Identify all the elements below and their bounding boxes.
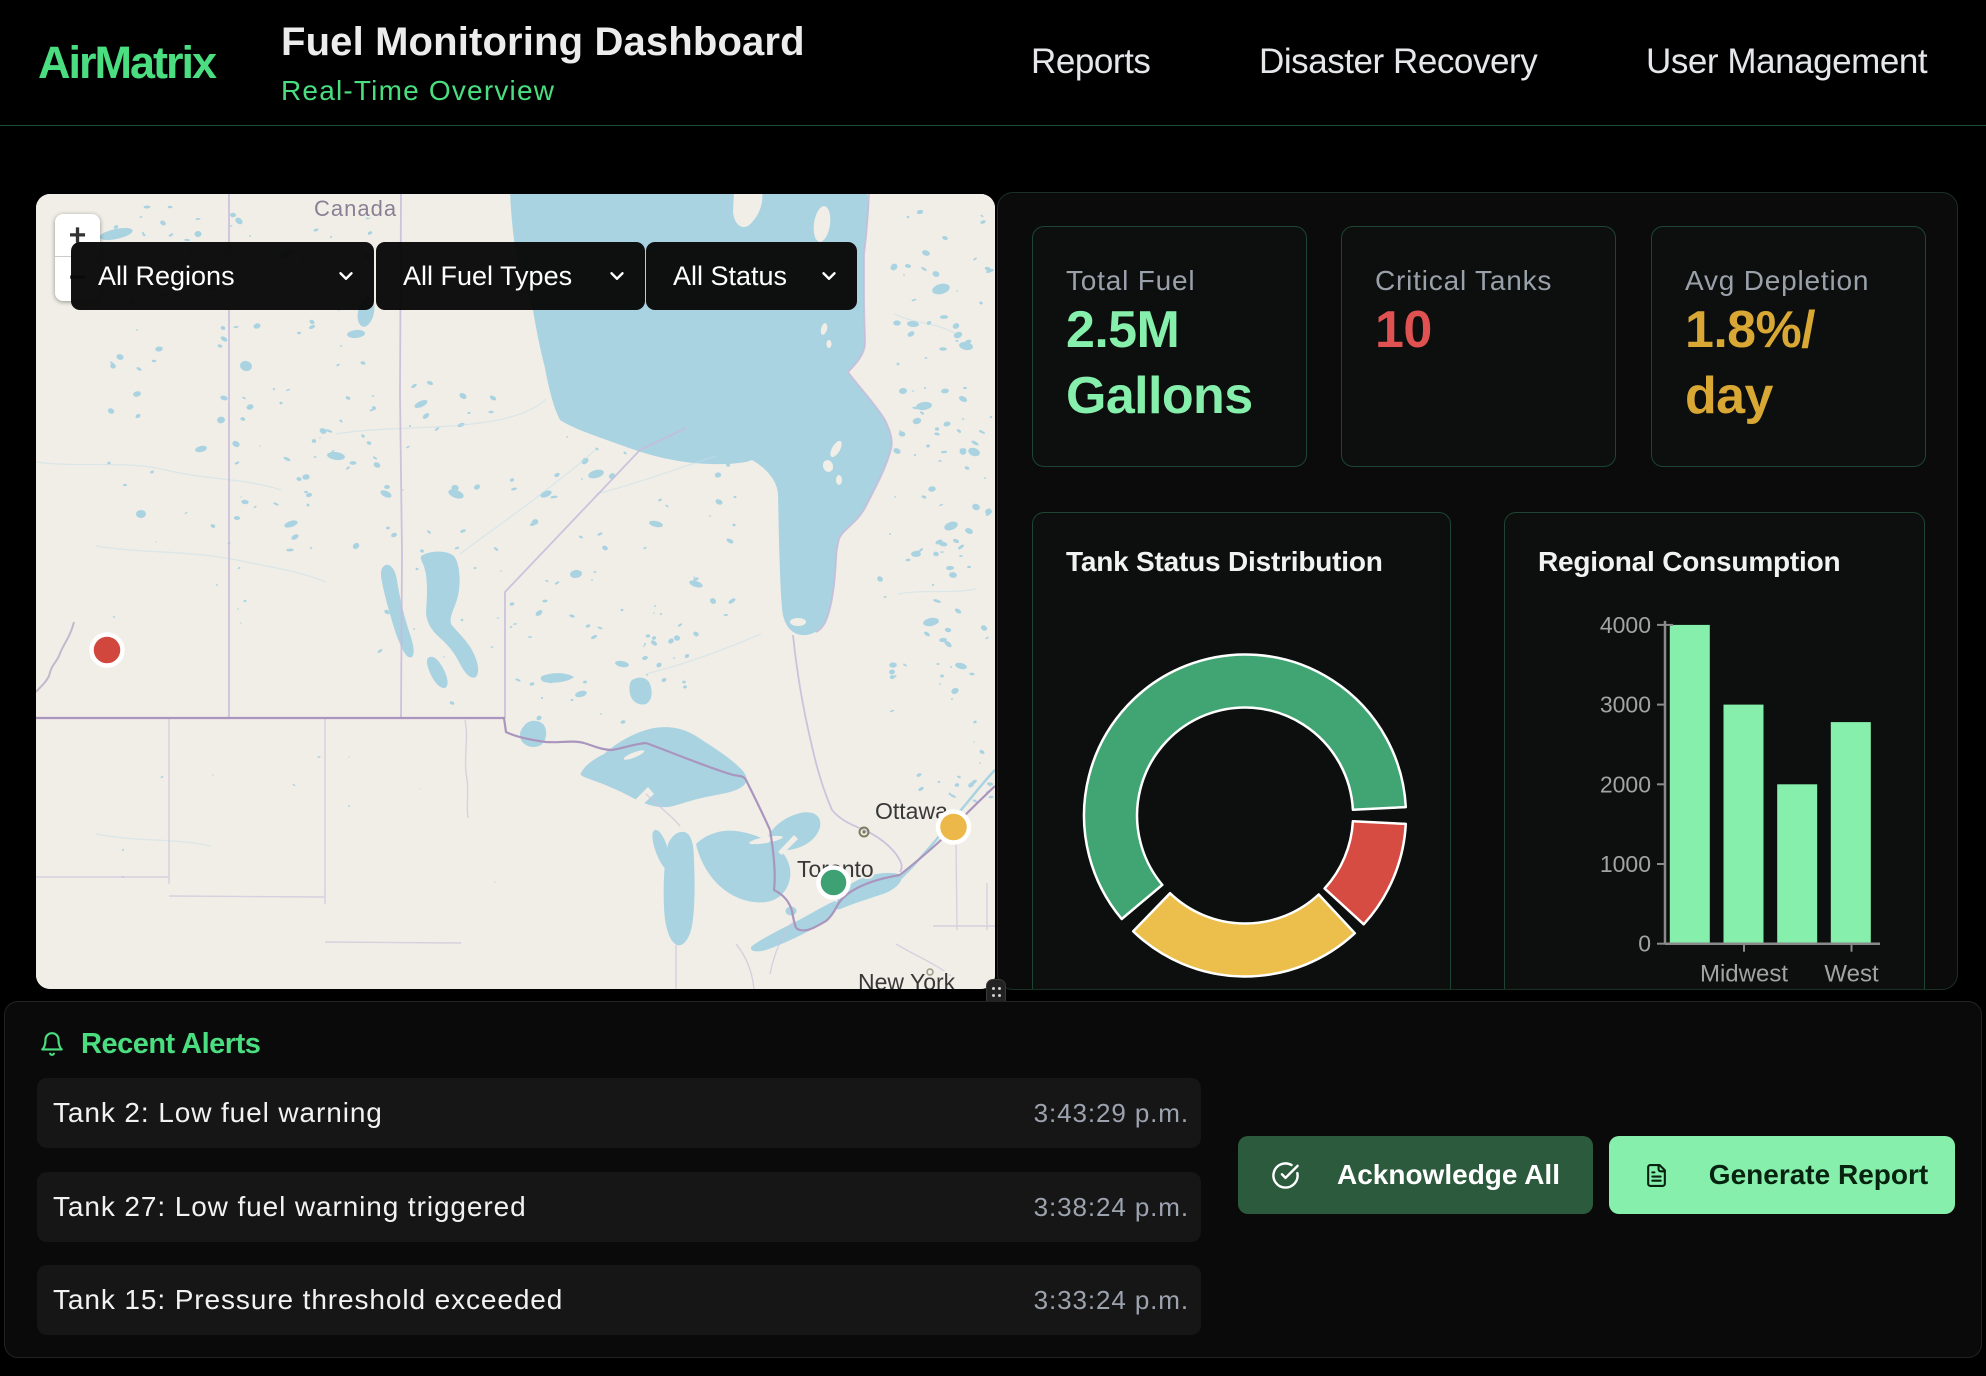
svg-text:Midwest: Midwest <box>1700 961 1788 988</box>
svg-text:West: West <box>1824 961 1879 988</box>
svg-text:3000: 3000 <box>1600 692 1651 718</box>
svg-text:Canada: Canada <box>314 196 397 221</box>
svg-text:0: 0 <box>1638 931 1651 957</box>
svg-text:Ottawa: Ottawa <box>875 798 948 824</box>
svg-text:4000: 4000 <box>1600 612 1651 638</box>
svg-text:New York: New York <box>858 969 956 989</box>
svg-text:1000: 1000 <box>1600 851 1651 877</box>
svg-text:2000: 2000 <box>1600 771 1651 797</box>
